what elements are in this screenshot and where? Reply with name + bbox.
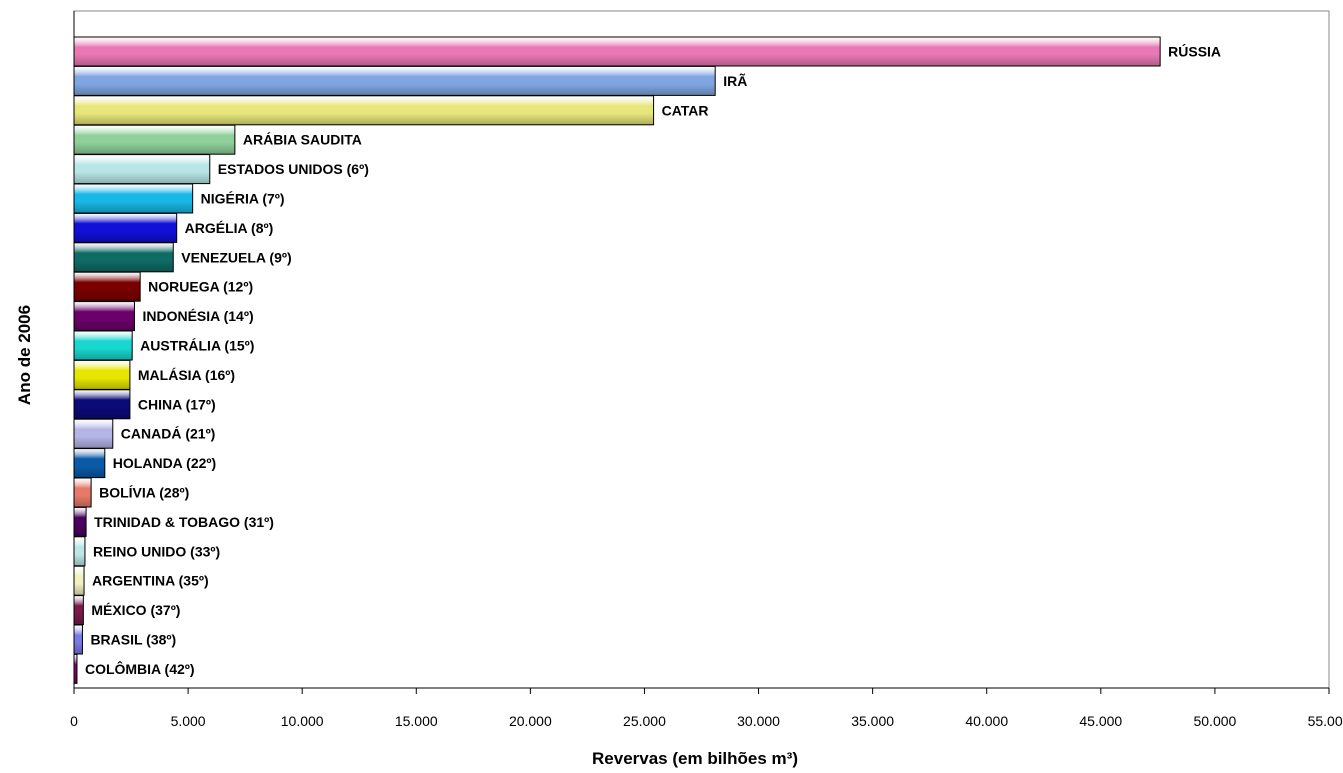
bar-label: VENEZUELA (9º)	[181, 249, 291, 265]
bar-shade	[74, 37, 1161, 66]
bar-label: IRÃ	[723, 72, 747, 89]
bar-label: CATAR	[662, 102, 709, 118]
bar: BOLÍVIA (28º)	[73, 477, 189, 508]
bar-shade	[74, 389, 130, 419]
bar-label: NIGÉRIA (7º)	[201, 191, 285, 207]
bar: REINO UNIDO (33º)	[73, 536, 220, 567]
bar-shade	[74, 625, 83, 654]
x-axis: 0 5.000 10.000 15.000 20.000 25.000 30.000 35.0…	[70, 11, 1343, 729]
bar-label: INDONÉSIA (14º)	[142, 308, 253, 324]
bar-shade	[74, 213, 177, 243]
bar: CANADÁ (21º)	[73, 418, 216, 449]
bar: ARGENTINA (35º)	[73, 565, 209, 596]
bar: TRINIDAD & TOBAGO (31º)	[73, 506, 274, 537]
bar: IRÃ	[73, 65, 747, 96]
bar-label: ARGÉLIA (8º)	[185, 220, 274, 236]
bar-label: REINO UNIDO (33º)	[93, 543, 220, 559]
x-tick-label: 0	[70, 713, 78, 729]
bar-label: NORUEGA (12º)	[148, 279, 253, 295]
x-tick-label: 40.000	[965, 713, 1008, 729]
bar-shade	[74, 595, 84, 625]
x-axis-title: Revervas (em bilhões m³)	[592, 749, 798, 768]
bar: MALÁSIA (16º)	[73, 359, 235, 390]
bar: INDONÉSIA (14º)	[73, 301, 254, 332]
bar-shade	[74, 566, 85, 596]
bar-shade	[74, 272, 141, 302]
x-tick-label: 5.000	[171, 713, 206, 729]
bar-shade	[74, 654, 77, 684]
bar: ARGÉLIA (8º)	[73, 212, 274, 243]
bar-label: MÉXICO (37º)	[91, 602, 180, 618]
bar-label: ARGENTINA (35º)	[92, 573, 209, 589]
bar: ESTADOS UNIDOS (6º)	[73, 154, 369, 185]
bar-shade	[74, 536, 85, 566]
bar: BRASIL (38º)	[73, 624, 176, 655]
bar-shade	[74, 242, 174, 272]
x-tick-label: 50.000	[1193, 713, 1236, 729]
bar-label: TRINIDAD & TOBAGO (31º)	[94, 514, 274, 530]
bar-label: CHINA (17º)	[138, 396, 216, 412]
bar-shade	[74, 507, 87, 537]
bar: RÚSSIA	[73, 36, 1221, 67]
bar-shade	[74, 66, 716, 96]
plot-area: RÚSSIA IRÃ CATAR ARÁBIA SAUDITA ESTADOS UNID…	[73, 10, 1330, 689]
bar-label: RÚSSIA	[1168, 43, 1221, 60]
bar: CHINA (17º)	[73, 389, 216, 420]
x-tick-label: 45.000	[1079, 713, 1122, 729]
bar-shade	[74, 419, 113, 449]
bar: AUSTRÁLIA (15º)	[73, 330, 254, 361]
bar-label: COLÔMBIA (42º)	[85, 660, 195, 677]
x-tick-label: 10.000	[281, 713, 324, 729]
bar-label: BOLÍVIA (28º)	[99, 485, 189, 501]
x-tick-label: 55.000	[1308, 713, 1343, 729]
bar: NORUEGA (12º)	[73, 271, 253, 302]
bar-shade	[74, 154, 210, 184]
bar-label: HOLANDA (22º)	[113, 455, 216, 471]
bar-shade	[74, 478, 92, 507]
bar: VENEZUELA (9º)	[73, 242, 292, 273]
bar-label: CANADÁ (21º)	[121, 426, 216, 442]
bar-shade	[74, 125, 235, 155]
bar-shade	[74, 360, 130, 390]
bar: CATAR	[73, 95, 709, 126]
x-tick-label: 15.000	[395, 713, 438, 729]
x-tick-label: 25.000	[623, 713, 666, 729]
bar-shade	[74, 331, 133, 360]
bar-shade	[74, 301, 135, 331]
bar-label: BRASIL (38º)	[90, 632, 176, 648]
x-tick-label: 30.000	[737, 713, 780, 729]
bar-shade	[74, 448, 105, 478]
bar: NIGÉRIA (7º)	[73, 183, 285, 214]
bar-label: ARÁBIA SAUDITA	[243, 132, 362, 148]
bar-shade	[74, 184, 193, 213]
bar: COLÔMBIA (42º)	[73, 653, 195, 684]
bar: MÉXICO (37º)	[73, 595, 180, 626]
bar: ARÁBIA SAUDITA	[73, 124, 362, 155]
x-tick-label: 20.000	[509, 713, 552, 729]
bar-label: AUSTRÁLIA (15º)	[140, 338, 254, 354]
x-tick-label: 35.000	[851, 713, 894, 729]
bar-label: MALÁSIA (16º)	[138, 367, 235, 383]
bar-shade	[74, 95, 654, 125]
y-axis-title: Ano de 2006	[15, 305, 34, 405]
bar-label: ESTADOS UNIDOS (6º)	[218, 161, 369, 177]
bar: HOLANDA (22º)	[73, 448, 216, 479]
